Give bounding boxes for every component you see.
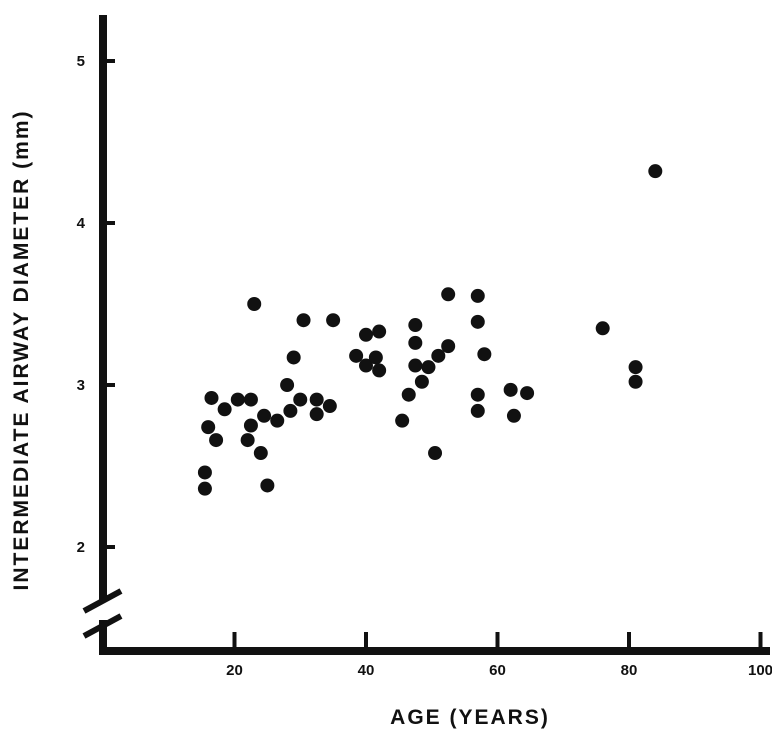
data-point: [217, 402, 232, 417]
x-tick-label: 60: [489, 662, 506, 679]
y-tick-label: 4: [77, 215, 86, 232]
data-point: [470, 403, 485, 418]
data-point: [197, 481, 212, 496]
data-point: [309, 392, 324, 407]
data-point: [503, 382, 518, 397]
data-point: [506, 408, 521, 423]
data-point: [408, 358, 423, 373]
data-point: [322, 399, 337, 414]
data-point: [470, 288, 485, 303]
data-point: [209, 433, 224, 448]
data-point: [431, 348, 446, 363]
data-point: [428, 446, 443, 461]
data-point: [204, 390, 219, 405]
data-point: [257, 408, 272, 423]
data-point: [441, 339, 456, 354]
data-point: [243, 418, 258, 433]
data-point: [283, 403, 298, 418]
data-point: [243, 392, 258, 407]
data-point: [408, 318, 423, 333]
data-point: [293, 392, 308, 407]
data-point: [230, 392, 245, 407]
data-point: [628, 374, 643, 389]
data-point: [349, 348, 364, 363]
y-tick-label: 5: [77, 53, 85, 70]
y-axis-ticks: 2 3 4 5: [77, 53, 115, 556]
data-points: [197, 164, 663, 496]
data-point: [414, 374, 429, 389]
data-point: [441, 287, 456, 302]
data-point: [520, 386, 535, 401]
data-point: [260, 478, 275, 493]
data-point: [401, 387, 416, 402]
data-point: [247, 297, 262, 311]
data-point: [270, 413, 285, 428]
data-point: [201, 420, 216, 435]
data-point: [197, 465, 212, 480]
data-point: [470, 314, 485, 329]
x-tick-label: 20: [226, 662, 243, 679]
data-point: [368, 350, 383, 365]
axis-break-marker: [82, 588, 123, 639]
data-point: [408, 335, 423, 350]
y-tick-label: 3: [77, 377, 85, 394]
data-point: [240, 433, 255, 448]
data-point: [395, 413, 410, 428]
data-point: [359, 327, 373, 342]
data-point: [648, 164, 663, 179]
data-point: [372, 363, 387, 378]
data-point: [359, 358, 373, 373]
data-point: [253, 446, 268, 461]
data-point: [309, 407, 324, 422]
data-point: [470, 387, 485, 402]
data-point: [595, 321, 610, 336]
data-point: [421, 360, 436, 375]
x-axis-ticks: 20 40 60 80 100: [226, 632, 772, 679]
y-axis-title: INTERMEDIATE AIRWAY DIAMETER (mm): [10, 110, 33, 591]
y-tick-label: 2: [77, 539, 85, 556]
data-point: [372, 324, 387, 339]
data-point: [296, 313, 311, 328]
x-tick-label: 80: [621, 662, 638, 679]
data-point: [280, 378, 295, 392]
data-point: [286, 350, 301, 365]
data-point: [477, 347, 492, 362]
x-tick-label: 100: [748, 662, 772, 679]
data-point: [628, 360, 643, 375]
x-tick-label: 40: [358, 662, 375, 679]
x-axis-title: AGE (YEARS): [390, 706, 550, 729]
data-point: [326, 313, 341, 328]
